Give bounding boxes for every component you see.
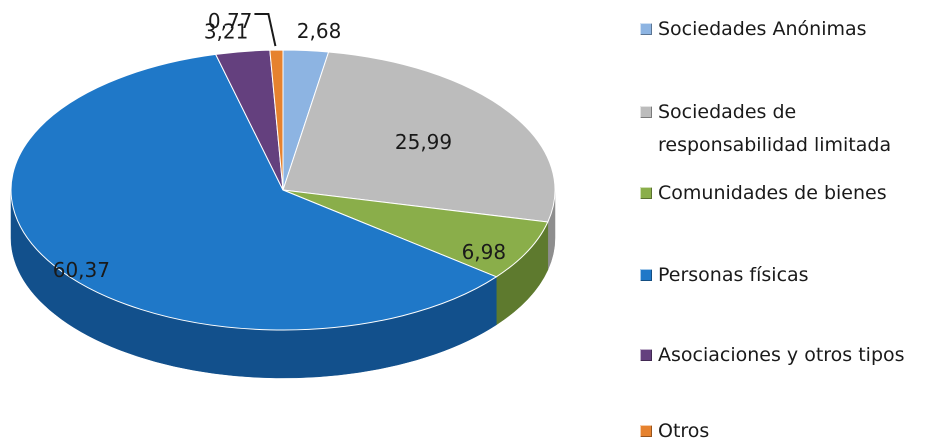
legend-label: Comunidades de bienes	[658, 182, 887, 204]
legend-item-sociedades-anonimas: Sociedades Anónimas	[640, 16, 867, 42]
legend-swatch-icon	[640, 187, 652, 199]
pie-slice	[10, 53, 498, 331]
legend-item-otros: Otros	[640, 418, 709, 444]
legend-swatch-icon	[640, 23, 652, 35]
data-label: 6,98	[462, 240, 507, 264]
pie-chart-plot: 2,68 25,99 6,98 60,37 3,210,77	[10, 9, 556, 379]
legend-swatch-icon	[640, 106, 652, 118]
legend-label: Otros	[658, 420, 710, 442]
legend-item-personas-fisicas: Personas físicas	[640, 262, 809, 288]
legend-label: Asociaciones y otros tipos	[658, 344, 905, 366]
legend-label: Personas físicas	[658, 264, 809, 286]
legend-label: Sociedades Anónimas	[658, 18, 867, 40]
data-label: 3,21	[204, 19, 249, 43]
pie-slice	[269, 49, 284, 191]
legend-swatch-icon	[640, 349, 652, 361]
legend-swatch-icon	[640, 269, 652, 281]
data-label: 25,99	[395, 130, 452, 154]
data-label: 0,77	[208, 9, 253, 33]
legend-label: Sociedades de responsabilidad limitada	[658, 101, 892, 156]
legend-item-asociaciones-otros-tipos: Asociaciones y otros tipos	[640, 342, 905, 368]
legend-swatch-icon	[640, 425, 652, 437]
pie-slice	[282, 51, 556, 223]
legend-item-sociedades-responsabilidad-limitada: Sociedades de responsabilidad limitada	[640, 96, 891, 162]
data-labels: 2,68 25,99 6,98 60,37 3,210,77	[53, 9, 506, 282]
legend-item-comunidades-de-bienes: Comunidades de bienes	[640, 180, 887, 206]
chart-legend: Sociedades Anónimas Sociedades de respon…	[640, 0, 947, 444]
pie-slice	[282, 189, 549, 278]
pie-top	[10, 49, 556, 331]
data-label: 60,37	[53, 258, 110, 282]
data-label: 2,68	[297, 19, 342, 43]
leader-line	[254, 13, 277, 47]
